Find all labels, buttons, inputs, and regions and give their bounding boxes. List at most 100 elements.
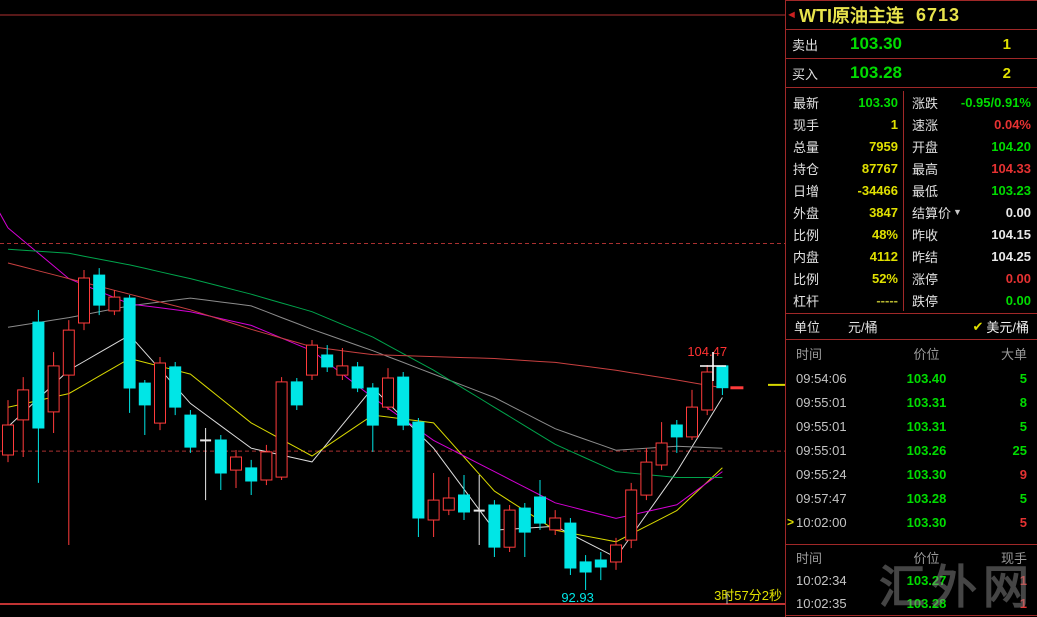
stat-value: 104.33: [991, 160, 1031, 176]
header-time: 时间: [796, 346, 823, 362]
unit-label: 单位: [794, 320, 821, 335]
stat-value: 87767: [861, 160, 898, 176]
stat-label: 现手: [793, 117, 820, 133]
stat-label: 开盘: [912, 139, 939, 155]
quote-panel: ◄ WTI原油主连 6713 卖出 103.30 1 买入 103.28 2 最…: [785, 0, 1037, 617]
unit-row: 单位 元/桶 ✔ 美元/桶: [786, 314, 1037, 340]
unit-usd-option[interactable]: ✔ 美元/桶: [972, 317, 1029, 336]
candle-up: [47, 365, 60, 413]
candle-up: [336, 365, 349, 376]
stat-value: 104.20: [991, 138, 1031, 154]
stat-label: 结算价: [912, 205, 952, 221]
candle-down: [670, 424, 683, 438]
candle-up: [640, 461, 653, 496]
stat-label: 跌停: [912, 293, 939, 309]
bid-row[interactable]: 买入 103.28 2: [786, 59, 1037, 88]
unit-cny-option[interactable]: 元/桶: [848, 320, 878, 335]
settlement-dropdown-icon[interactable]: ▼: [953, 207, 962, 217]
candle-up: [17, 389, 30, 421]
candle-up: [108, 296, 121, 312]
stat-row: 速涨 0.04%: [912, 113, 1031, 135]
trade-volume: 5: [1019, 514, 1027, 530]
candle-up: [154, 362, 166, 424]
bid-label: 买入: [792, 66, 819, 82]
candle-down: [169, 366, 182, 408]
trade-row: 10:02:34 103.27 1: [786, 569, 1037, 592]
stat-row: 总量 7959: [793, 135, 898, 157]
trade-price: 103.30: [906, 466, 947, 482]
trade-row: 09:55:24 103.30 9: [786, 462, 1037, 486]
candle-up: [686, 406, 698, 438]
ma-line-MA120: [7, 262, 723, 389]
stat-value: 7959: [869, 138, 898, 154]
candle-down: [594, 559, 607, 568]
stat-value: 3847: [869, 204, 898, 220]
candle-up: [230, 456, 242, 471]
candle-up: [260, 451, 273, 481]
recent-trades-rows: 10:02:34 103.27 1 10:02:35 103.28 1: [786, 569, 1037, 615]
trade-volume: 5: [1019, 490, 1027, 506]
ma-line-MA40-tail: [0, 212, 9, 229]
stat-label: 外盘: [793, 205, 820, 221]
stat-value: -----: [876, 292, 898, 308]
candle-up: [625, 489, 638, 541]
chart-canvas[interactable]: 104.47 92.93 3时57分2秒: [0, 0, 785, 617]
stat-row: 昨结 104.25: [912, 245, 1031, 267]
candle-down: [184, 414, 197, 448]
stat-label: 涨停: [912, 271, 939, 287]
stat-row: 最高 104.33: [912, 157, 1031, 179]
trade-volume: 1: [1019, 596, 1027, 611]
trade-row: >10:02:00 103.30 5: [786, 510, 1037, 534]
stat-label: 比例: [793, 271, 820, 287]
stat-row: 结算价 ▼ 0.00: [912, 201, 1031, 223]
collapse-panel-icon[interactable]: ◄: [786, 9, 797, 21]
candlestick-chart[interactable]: 104.47 92.93 3时57分2秒: [0, 0, 785, 617]
trade-row: 09:54:06 103.40 5: [786, 366, 1037, 390]
candle-up: [62, 329, 75, 376]
header-big-order: 大单: [1000, 346, 1027, 362]
trade-row: 10:02:35 103.28 1: [786, 592, 1037, 615]
trade-row: 09:57:47 103.28 5: [786, 486, 1037, 510]
stat-value: 104.15: [991, 226, 1031, 242]
stat-value: 0.00: [1005, 292, 1031, 308]
section-divider: [786, 544, 1037, 545]
current-row-cursor-icon: >: [787, 515, 795, 529]
stat-row: 开盘 104.20: [912, 135, 1031, 157]
instrument-code: 6713: [916, 4, 961, 25]
candle-down: [534, 496, 546, 524]
trade-price: 103.30: [906, 514, 947, 530]
header-price: 价位: [913, 550, 940, 566]
candle-up: [549, 517, 562, 531]
ask-row[interactable]: 卖出 103.30 1: [786, 30, 1037, 59]
check-icon: ✔: [972, 318, 984, 334]
stat-value: 0.00: [1005, 270, 1031, 286]
trade-price: 103.31: [906, 394, 947, 410]
stat-row: 最低 103.23: [912, 179, 1031, 201]
candle-down: [412, 421, 425, 519]
stat-row: 比例 52%: [793, 267, 898, 289]
stat-value: -0.95/0.91%: [960, 94, 1031, 110]
candle-down: [366, 387, 379, 426]
candle-down: [32, 321, 45, 429]
stat-value: 4112: [869, 248, 898, 264]
bid-quantity: 2: [1002, 64, 1011, 82]
unit-usd-label: 美元/桶: [986, 320, 1029, 335]
trade-volume: 1: [1019, 573, 1027, 588]
trade-time: 10:02:00: [796, 514, 847, 530]
stats-grid: 最新 103.30 现手 1 总量 7959 持仓 87767 日增 -34466 外盘 3847 比例…: [786, 88, 1037, 314]
candle-up: [78, 277, 90, 324]
stat-label: 日增: [793, 183, 820, 199]
trade-volume: 25: [1012, 442, 1027, 458]
instrument-title-row: ◄ WTI原油主连 6713: [786, 0, 1037, 30]
candle-down: [488, 504, 501, 548]
low-price-label: 92.93: [561, 590, 594, 605]
stat-label: 昨结: [912, 249, 939, 265]
stat-row: 最新 103.30: [793, 91, 898, 113]
candle-down: [321, 354, 334, 368]
instrument-name: WTI原油主连: [799, 6, 904, 26]
candle-down: [579, 561, 592, 573]
stat-label: 内盘: [793, 249, 820, 265]
candle-up: [610, 544, 622, 563]
stat-row: 现手 1: [793, 113, 898, 135]
